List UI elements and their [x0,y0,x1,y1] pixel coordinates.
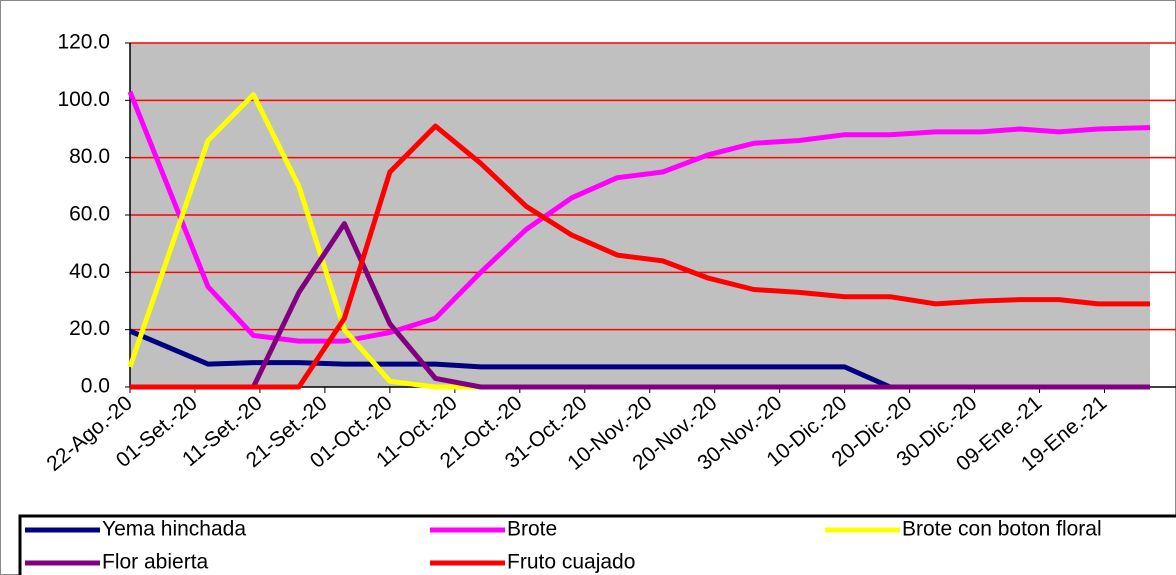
y-tick-label: 0.0 [81,375,110,398]
series-line [130,123,1150,390]
y-tick-label: 100.0 [57,88,110,111]
legend-label: Yema hinchada [102,518,246,541]
y-tick-label: 80.0 [69,145,110,168]
legend-box [18,514,1176,575]
legend-label: Fruto cuajado [507,551,635,574]
legend-label: Flor abierta [102,551,209,574]
y-tick-label: 120.0 [57,31,110,54]
y-tick-label: 40.0 [69,260,110,283]
legend-label: Brote con boton floral [902,518,1102,541]
y-tick-label: 20.0 [69,317,110,340]
y-tick-label: 60.0 [69,203,110,226]
series-line [130,221,1150,390]
legend-label: Brote [507,518,557,541]
